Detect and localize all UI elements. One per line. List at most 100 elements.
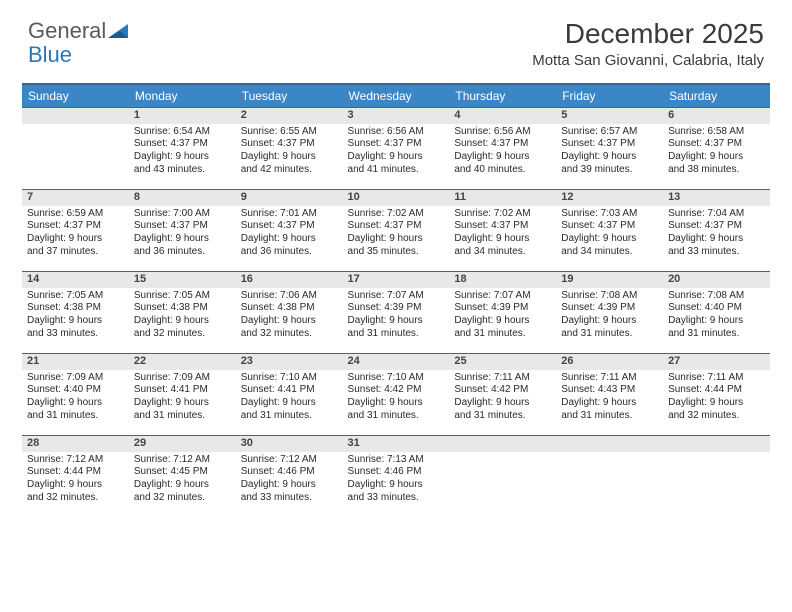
day-info-line: Sunrise: 6:59 AM	[27, 208, 124, 221]
day-info-line: and 32 minutes.	[668, 410, 765, 423]
day-info-line: Sunset: 4:37 PM	[668, 220, 765, 233]
day-number: 2	[236, 108, 343, 124]
day-number-row: 123456	[22, 108, 770, 124]
day-info-line: and 31 minutes.	[348, 328, 445, 341]
day-info-line: Daylight: 9 hours	[454, 315, 551, 328]
day-content-row: Sunrise: 6:59 AMSunset: 4:37 PMDaylight:…	[22, 206, 770, 272]
day-info-line: Sunset: 4:45 PM	[134, 466, 231, 479]
day-cell: Sunrise: 7:11 AMSunset: 4:42 PMDaylight:…	[449, 370, 556, 436]
day-info-line: Sunrise: 7:09 AM	[134, 372, 231, 385]
day-info-line: Daylight: 9 hours	[454, 397, 551, 410]
day-info-line: Sunset: 4:40 PM	[27, 384, 124, 397]
day-info-line: Daylight: 9 hours	[27, 397, 124, 410]
day-info-line: Sunset: 4:39 PM	[454, 302, 551, 315]
day-cell: Sunrise: 7:05 AMSunset: 4:38 PMDaylight:…	[22, 288, 129, 354]
calendar-table: Sunday Monday Tuesday Wednesday Thursday…	[22, 83, 770, 518]
day-info-line: Sunrise: 7:08 AM	[561, 290, 658, 303]
day-info-line: Daylight: 9 hours	[668, 397, 765, 410]
day-cell: Sunrise: 7:01 AMSunset: 4:37 PMDaylight:…	[236, 206, 343, 272]
day-header-row: Sunday Monday Tuesday Wednesday Thursday…	[22, 84, 770, 108]
day-cell: Sunrise: 7:08 AMSunset: 4:40 PMDaylight:…	[663, 288, 770, 354]
day-info-line: Sunrise: 7:12 AM	[134, 454, 231, 467]
day-info-line: and 33 minutes.	[668, 246, 765, 259]
day-info-line: Daylight: 9 hours	[27, 315, 124, 328]
day-info-line: Sunset: 4:41 PM	[134, 384, 231, 397]
day-info-line: Daylight: 9 hours	[348, 397, 445, 410]
day-info-line: Daylight: 9 hours	[454, 151, 551, 164]
day-info-line: Daylight: 9 hours	[668, 151, 765, 164]
day-info-line: Sunrise: 7:02 AM	[454, 208, 551, 221]
day-info-line: Sunset: 4:40 PM	[668, 302, 765, 315]
day-info-line: Sunset: 4:38 PM	[134, 302, 231, 315]
day-cell: Sunrise: 7:04 AMSunset: 4:37 PMDaylight:…	[663, 206, 770, 272]
day-info-line: and 31 minutes.	[134, 410, 231, 423]
day-cell: Sunrise: 7:11 AMSunset: 4:44 PMDaylight:…	[663, 370, 770, 436]
day-number-row: 78910111213	[22, 190, 770, 206]
day-number: 15	[129, 272, 236, 288]
day-content-row: Sunrise: 7:05 AMSunset: 4:38 PMDaylight:…	[22, 288, 770, 354]
day-info-line: Sunset: 4:38 PM	[27, 302, 124, 315]
day-info-line: Sunrise: 7:10 AM	[348, 372, 445, 385]
day-info-line: and 40 minutes.	[454, 164, 551, 177]
day-number: 19	[556, 272, 663, 288]
day-info-line: Sunrise: 6:54 AM	[134, 126, 231, 139]
day-number: 7	[22, 190, 129, 206]
day-info-line: and 34 minutes.	[561, 246, 658, 259]
day-number: 29	[129, 436, 236, 452]
day-info-line: Daylight: 9 hours	[348, 479, 445, 492]
day-info-line: Sunset: 4:37 PM	[561, 220, 658, 233]
day-cell: Sunrise: 7:12 AMSunset: 4:44 PMDaylight:…	[22, 452, 129, 518]
day-cell: Sunrise: 7:08 AMSunset: 4:39 PMDaylight:…	[556, 288, 663, 354]
day-info-line: Sunrise: 7:07 AM	[454, 290, 551, 303]
day-info-line: Daylight: 9 hours	[668, 315, 765, 328]
day-info-line: and 36 minutes.	[241, 246, 338, 259]
title-block: December 2025 Motta San Giovanni, Calabr…	[532, 18, 764, 69]
day-header: Saturday	[663, 84, 770, 108]
day-header: Thursday	[449, 84, 556, 108]
day-info-line: Sunrise: 7:08 AM	[668, 290, 765, 303]
day-info-line: Daylight: 9 hours	[134, 479, 231, 492]
day-info-line: and 37 minutes.	[27, 246, 124, 259]
day-info-line: and 43 minutes.	[134, 164, 231, 177]
day-header: Tuesday	[236, 84, 343, 108]
day-cell	[556, 452, 663, 518]
day-info-line: and 34 minutes.	[454, 246, 551, 259]
day-info-line: Sunset: 4:43 PM	[561, 384, 658, 397]
day-number	[663, 436, 770, 452]
day-cell: Sunrise: 6:56 AMSunset: 4:37 PMDaylight:…	[343, 124, 450, 190]
day-number: 28	[22, 436, 129, 452]
day-info-line: Sunset: 4:37 PM	[348, 138, 445, 151]
day-info-line: Sunrise: 7:09 AM	[27, 372, 124, 385]
day-info-line: Sunset: 4:42 PM	[348, 384, 445, 397]
day-info-line: Sunset: 4:39 PM	[561, 302, 658, 315]
day-cell: Sunrise: 7:13 AMSunset: 4:46 PMDaylight:…	[343, 452, 450, 518]
day-number: 27	[663, 354, 770, 370]
day-content-row: Sunrise: 6:54 AMSunset: 4:37 PMDaylight:…	[22, 124, 770, 190]
day-info-line: Sunrise: 7:05 AM	[27, 290, 124, 303]
day-info-line: Sunrise: 7:11 AM	[561, 372, 658, 385]
day-cell: Sunrise: 7:10 AMSunset: 4:41 PMDaylight:…	[236, 370, 343, 436]
day-info-line: and 33 minutes.	[27, 328, 124, 341]
day-info-line: Sunrise: 7:02 AM	[348, 208, 445, 221]
day-info-line: Daylight: 9 hours	[134, 397, 231, 410]
day-info-line: Sunrise: 7:01 AM	[241, 208, 338, 221]
day-info-line: Sunset: 4:37 PM	[134, 138, 231, 151]
day-cell: Sunrise: 6:59 AMSunset: 4:37 PMDaylight:…	[22, 206, 129, 272]
day-info-line: Daylight: 9 hours	[348, 151, 445, 164]
day-number: 18	[449, 272, 556, 288]
day-info-line: Daylight: 9 hours	[241, 397, 338, 410]
month-title: December 2025	[532, 18, 764, 50]
day-info-line: and 42 minutes.	[241, 164, 338, 177]
day-cell: Sunrise: 7:02 AMSunset: 4:37 PMDaylight:…	[343, 206, 450, 272]
day-info-line: Sunset: 4:38 PM	[241, 302, 338, 315]
day-info-line: Sunset: 4:46 PM	[241, 466, 338, 479]
day-info-line: Daylight: 9 hours	[241, 479, 338, 492]
day-cell: Sunrise: 7:10 AMSunset: 4:42 PMDaylight:…	[343, 370, 450, 436]
day-cell: Sunrise: 7:06 AMSunset: 4:38 PMDaylight:…	[236, 288, 343, 354]
day-info-line: and 39 minutes.	[561, 164, 658, 177]
day-info-line: and 31 minutes.	[241, 410, 338, 423]
day-info-line: Sunrise: 7:10 AM	[241, 372, 338, 385]
day-cell: Sunrise: 7:02 AMSunset: 4:37 PMDaylight:…	[449, 206, 556, 272]
day-number	[22, 108, 129, 124]
day-cell	[22, 124, 129, 190]
